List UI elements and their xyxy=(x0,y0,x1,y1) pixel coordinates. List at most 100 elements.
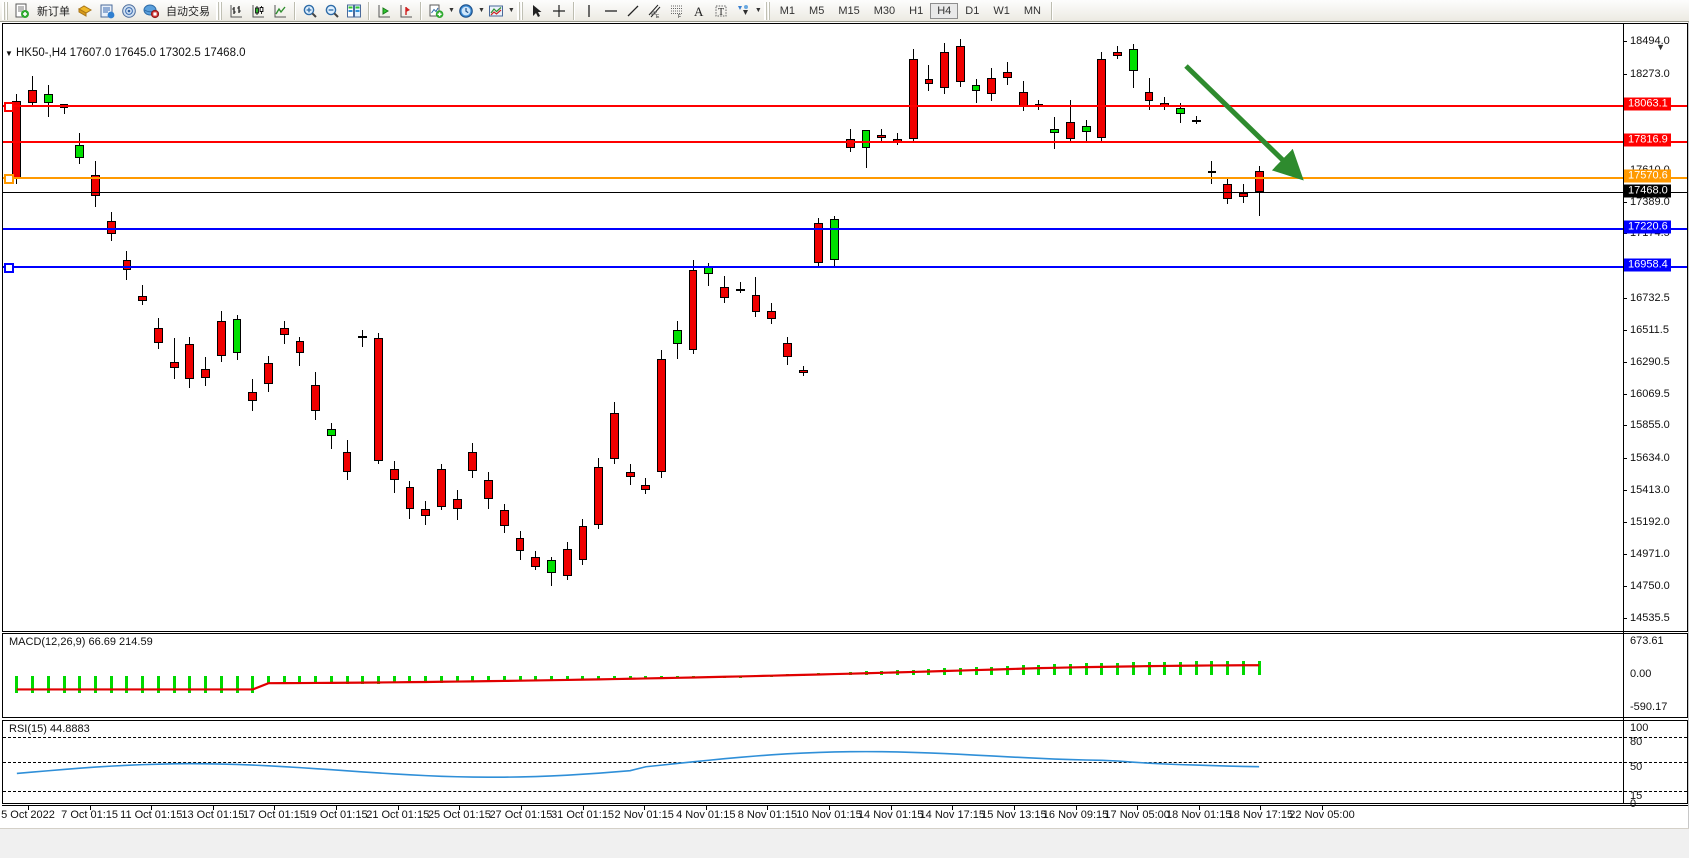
price-tag-resistance-1[interactable]: 18063.1 xyxy=(1624,97,1671,111)
time-tick-label: 5 Oct 2022 xyxy=(1,809,55,821)
macd-pane[interactable]: MACD(12,26,9) 66.69 214.59 xyxy=(2,633,1688,718)
price-tag-last-price[interactable]: 17468.0 xyxy=(1624,184,1671,198)
price-tick-label: 14971.0 xyxy=(1630,548,1670,561)
candle-body xyxy=(625,472,635,477)
price-tag-resistance-2[interactable]: 17816.9 xyxy=(1624,133,1671,147)
price-tag-support-1[interactable]: 17220.6 xyxy=(1624,220,1671,234)
timeframe-m1[interactable]: M1 xyxy=(779,4,796,17)
timeframe-h4[interactable]: H4 xyxy=(930,2,959,19)
timeframe-mn[interactable]: MN xyxy=(1023,4,1041,17)
horizontal-line-icon[interactable] xyxy=(600,1,622,21)
timeframe-m15[interactable]: M15 xyxy=(838,4,860,17)
toolbar-grip-2[interactable] xyxy=(216,1,223,20)
trendline-icon[interactable] xyxy=(622,1,644,21)
shapes-icon[interactable] xyxy=(732,1,754,21)
price-tick xyxy=(1623,41,1627,43)
price-level-pivot[interactable] xyxy=(3,176,1687,179)
macd-bar xyxy=(565,675,569,681)
macd-bar xyxy=(424,675,428,683)
level-handle-support-2[interactable] xyxy=(4,262,14,273)
macd-bar xyxy=(1068,663,1072,676)
time-axis[interactable]: 5 Oct 2022 7 Oct 01:15 11 Oct 01:15 13 Oct … xyxy=(1,805,1688,826)
tile-windows-icon[interactable] xyxy=(343,1,365,21)
new-order-label[interactable]: 新订单 xyxy=(37,5,70,18)
chart-shift-icon[interactable] xyxy=(373,1,395,21)
auto-trading-label[interactable]: 自动交易 xyxy=(166,5,210,18)
templates-icon[interactable] xyxy=(485,1,507,21)
candle-body xyxy=(1191,120,1201,123)
chart-area[interactable]: ▼ MACD(12,26,9) 66.69 214.59 RSI(15) 44.… xyxy=(0,22,1689,858)
rsi-pane[interactable]: RSI(15) 44.8883 xyxy=(2,720,1688,804)
shapes-dropdown-caret[interactable]: ▼ xyxy=(754,7,762,14)
line-chart-icon[interactable] xyxy=(269,1,291,21)
status-bar xyxy=(0,828,1689,858)
price-tick-label: 14750.0 xyxy=(1630,580,1670,593)
indicators-dropdown-caret[interactable]: ▼ xyxy=(448,7,455,14)
time-tick xyxy=(1322,806,1323,810)
zoom-out-icon[interactable] xyxy=(321,1,343,21)
macd-bar xyxy=(439,675,443,683)
toolbar-separator-3 xyxy=(420,1,422,20)
chart-collapse-caret[interactable]: ▼ xyxy=(1656,42,1665,52)
fibonacci-icon[interactable]: F xyxy=(666,1,688,21)
candlestick-chart-icon[interactable] xyxy=(247,1,269,21)
text-icon[interactable]: T xyxy=(710,1,732,21)
templates-dropdown-caret[interactable]: ▼ xyxy=(507,7,515,14)
price-tick xyxy=(1623,329,1627,331)
level-handle-pivot[interactable] xyxy=(4,173,14,184)
time-tick xyxy=(1137,806,1139,810)
rsi-guide-80 xyxy=(3,737,1687,739)
period-icon[interactable] xyxy=(455,1,477,21)
price-tag-pivot[interactable]: 17570.6 xyxy=(1624,169,1671,183)
market-watch-icon[interactable] xyxy=(96,1,118,21)
bar-chart-icon[interactable] xyxy=(225,1,247,21)
price-level-resistance-1[interactable] xyxy=(3,105,1687,108)
toolbar-grip-4[interactable] xyxy=(763,1,771,20)
candle-body xyxy=(908,58,918,139)
chart-menu-caret[interactable]: ▼ xyxy=(5,49,13,58)
text-label-icon[interactable]: A xyxy=(688,1,710,21)
timeframe-h1[interactable]: H1 xyxy=(909,4,924,17)
price-level-last-price[interactable] xyxy=(3,191,1687,193)
candle-body xyxy=(641,485,651,490)
price-level-support-1[interactable] xyxy=(3,227,1687,230)
toolbar-grip[interactable] xyxy=(2,1,9,20)
svg-text:T: T xyxy=(718,7,724,18)
price-pane[interactable] xyxy=(2,23,1688,632)
price-level-resistance-2[interactable] xyxy=(3,140,1687,143)
price-tick xyxy=(1623,73,1627,75)
data-window-icon[interactable] xyxy=(118,1,140,21)
timeframe-m5[interactable]: M5 xyxy=(809,4,825,17)
vertical-line-icon[interactable] xyxy=(578,1,600,21)
price-tag-support-2[interactable]: 16958.4 xyxy=(1624,258,1671,272)
auto-scroll-icon[interactable] xyxy=(395,1,417,21)
macd-bar xyxy=(550,675,553,681)
macd-bar xyxy=(1053,664,1057,676)
toolbar-grip-3[interactable] xyxy=(516,1,524,20)
candle-body xyxy=(688,270,698,351)
time-tick xyxy=(829,806,831,810)
zoom-in-icon[interactable] xyxy=(299,1,321,21)
crosshair-icon[interactable] xyxy=(548,1,570,21)
price-level-support-2[interactable] xyxy=(3,265,1687,268)
cursor-icon[interactable] xyxy=(526,1,548,21)
timeframe-d1[interactable]: D1 xyxy=(965,4,980,17)
timeframe-m30[interactable]: M30 xyxy=(873,4,896,17)
navigator-icon[interactable] xyxy=(140,1,162,21)
time-tick xyxy=(1260,806,1262,810)
macd-bar xyxy=(345,675,349,684)
timeframe-w1[interactable]: W1 xyxy=(993,4,1010,17)
new-order-icon[interactable] xyxy=(11,1,33,21)
candle-body xyxy=(201,368,210,378)
equidistant-channel-icon[interactable]: E xyxy=(644,1,666,21)
level-handle-resistance-1[interactable] xyxy=(4,102,14,113)
candle-body xyxy=(1097,58,1107,138)
candle-wick xyxy=(928,64,929,91)
macd-bar xyxy=(141,675,145,693)
period-dropdown-caret[interactable]: ▼ xyxy=(477,7,485,14)
price-axis[interactable]: 18494.018273.017816.917610.017389.017174… xyxy=(1623,23,1689,804)
rsi-label: RSI(15) 44.8883 xyxy=(9,723,90,735)
profiles-icon[interactable] xyxy=(74,1,96,21)
indicators-icon[interactable] xyxy=(425,1,447,21)
macd-bar xyxy=(377,675,381,684)
